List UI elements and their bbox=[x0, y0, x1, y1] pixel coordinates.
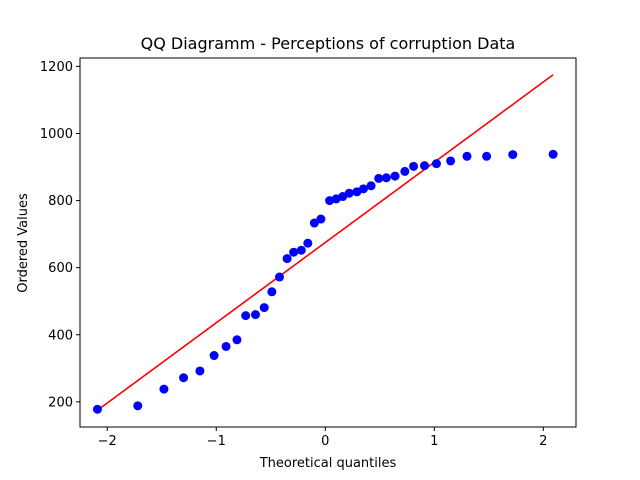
data-point bbox=[289, 247, 299, 257]
data-point bbox=[282, 254, 292, 264]
data-point bbox=[446, 156, 456, 166]
data-point bbox=[482, 151, 492, 161]
y-tick-label: 1000 bbox=[40, 127, 73, 142]
data-point bbox=[241, 311, 251, 321]
data-point bbox=[400, 166, 410, 176]
data-point bbox=[462, 151, 472, 161]
y-tick-label: 400 bbox=[48, 328, 73, 343]
data-point bbox=[221, 341, 231, 351]
x-tick-label: 0 bbox=[321, 434, 329, 449]
data-point bbox=[259, 303, 269, 313]
y-tick-label: 200 bbox=[48, 395, 73, 410]
x-tick-label: 2 bbox=[539, 434, 547, 449]
plot-frame bbox=[79, 57, 577, 428]
x-tick-label: −2 bbox=[98, 434, 117, 449]
y-tick-label: 1200 bbox=[40, 60, 73, 75]
axis-ticks: −2 −1 0 1 2 200 400 600 800 1000 1200 bbox=[40, 60, 548, 449]
x-tick-label: 1 bbox=[430, 434, 438, 449]
data-point bbox=[92, 404, 102, 414]
plot-area bbox=[92, 74, 558, 414]
data-point bbox=[431, 159, 441, 169]
data-point bbox=[267, 287, 277, 297]
data-point bbox=[251, 310, 261, 320]
data-point bbox=[548, 149, 558, 159]
chart-title: QQ Diagramm - Perceptions of corruption … bbox=[141, 34, 516, 53]
data-point bbox=[274, 272, 284, 282]
y-tick-label: 600 bbox=[48, 261, 73, 276]
data-point bbox=[366, 181, 376, 191]
data-point bbox=[508, 150, 518, 160]
data-point bbox=[409, 161, 419, 171]
data-point bbox=[316, 214, 326, 224]
data-point bbox=[381, 173, 391, 183]
data-point bbox=[296, 245, 306, 255]
data-point bbox=[419, 161, 429, 171]
data-point bbox=[179, 373, 189, 383]
data-point bbox=[374, 173, 384, 183]
x-axis-label: Theoretical quantiles bbox=[259, 456, 397, 471]
fit-line bbox=[96, 74, 554, 411]
data-point bbox=[358, 184, 368, 194]
data-point bbox=[195, 366, 205, 376]
data-point bbox=[309, 218, 319, 228]
y-tick-label: 800 bbox=[48, 194, 73, 209]
data-point bbox=[303, 238, 313, 248]
data-point bbox=[209, 351, 219, 361]
x-tick-label: −1 bbox=[207, 434, 226, 449]
y-axis-label: Ordered Values bbox=[16, 193, 31, 293]
data-point bbox=[344, 188, 354, 198]
data-point bbox=[159, 384, 169, 394]
data-point bbox=[133, 401, 143, 411]
data-point bbox=[232, 335, 242, 345]
data-point bbox=[390, 171, 400, 181]
